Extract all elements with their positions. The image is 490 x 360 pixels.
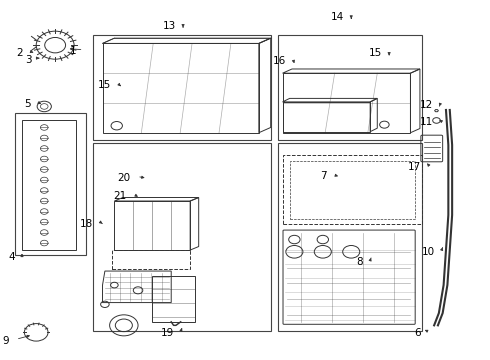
Bar [283, 156, 422, 224]
Bar [290, 161, 415, 219]
Bar [278, 143, 422, 330]
Bar [102, 44, 259, 133]
Bar [114, 201, 190, 250]
Text: 15: 15 [98, 80, 111, 90]
Text: 8: 8 [356, 257, 363, 267]
Bar [283, 102, 370, 132]
Bar [93, 143, 270, 330]
Bar [152, 276, 195, 322]
Text: 17: 17 [408, 162, 421, 172]
Text: 12: 12 [420, 100, 433, 111]
Bar [93, 35, 270, 140]
Text: 21: 21 [113, 191, 126, 201]
Text: 7: 7 [320, 171, 327, 181]
Text: 18: 18 [80, 219, 93, 229]
Text: 3: 3 [25, 55, 31, 65]
Text: 9: 9 [2, 336, 9, 346]
Text: 6: 6 [415, 328, 421, 338]
Text: 1: 1 [70, 46, 76, 57]
Text: 14: 14 [331, 12, 344, 22]
Text: 15: 15 [369, 48, 382, 58]
Text: 20: 20 [117, 173, 130, 183]
Bar [15, 113, 86, 255]
Text: 11: 11 [420, 117, 433, 127]
Text: 16: 16 [272, 56, 286, 66]
Bar [278, 35, 422, 140]
Text: 10: 10 [421, 247, 435, 257]
Bar [112, 250, 190, 269]
Text: 13: 13 [163, 21, 176, 31]
Text: 4: 4 [8, 252, 15, 262]
Text: 2: 2 [16, 48, 23, 58]
Bar [283, 73, 411, 133]
Text: 5: 5 [24, 99, 30, 109]
Text: 19: 19 [160, 328, 173, 338]
